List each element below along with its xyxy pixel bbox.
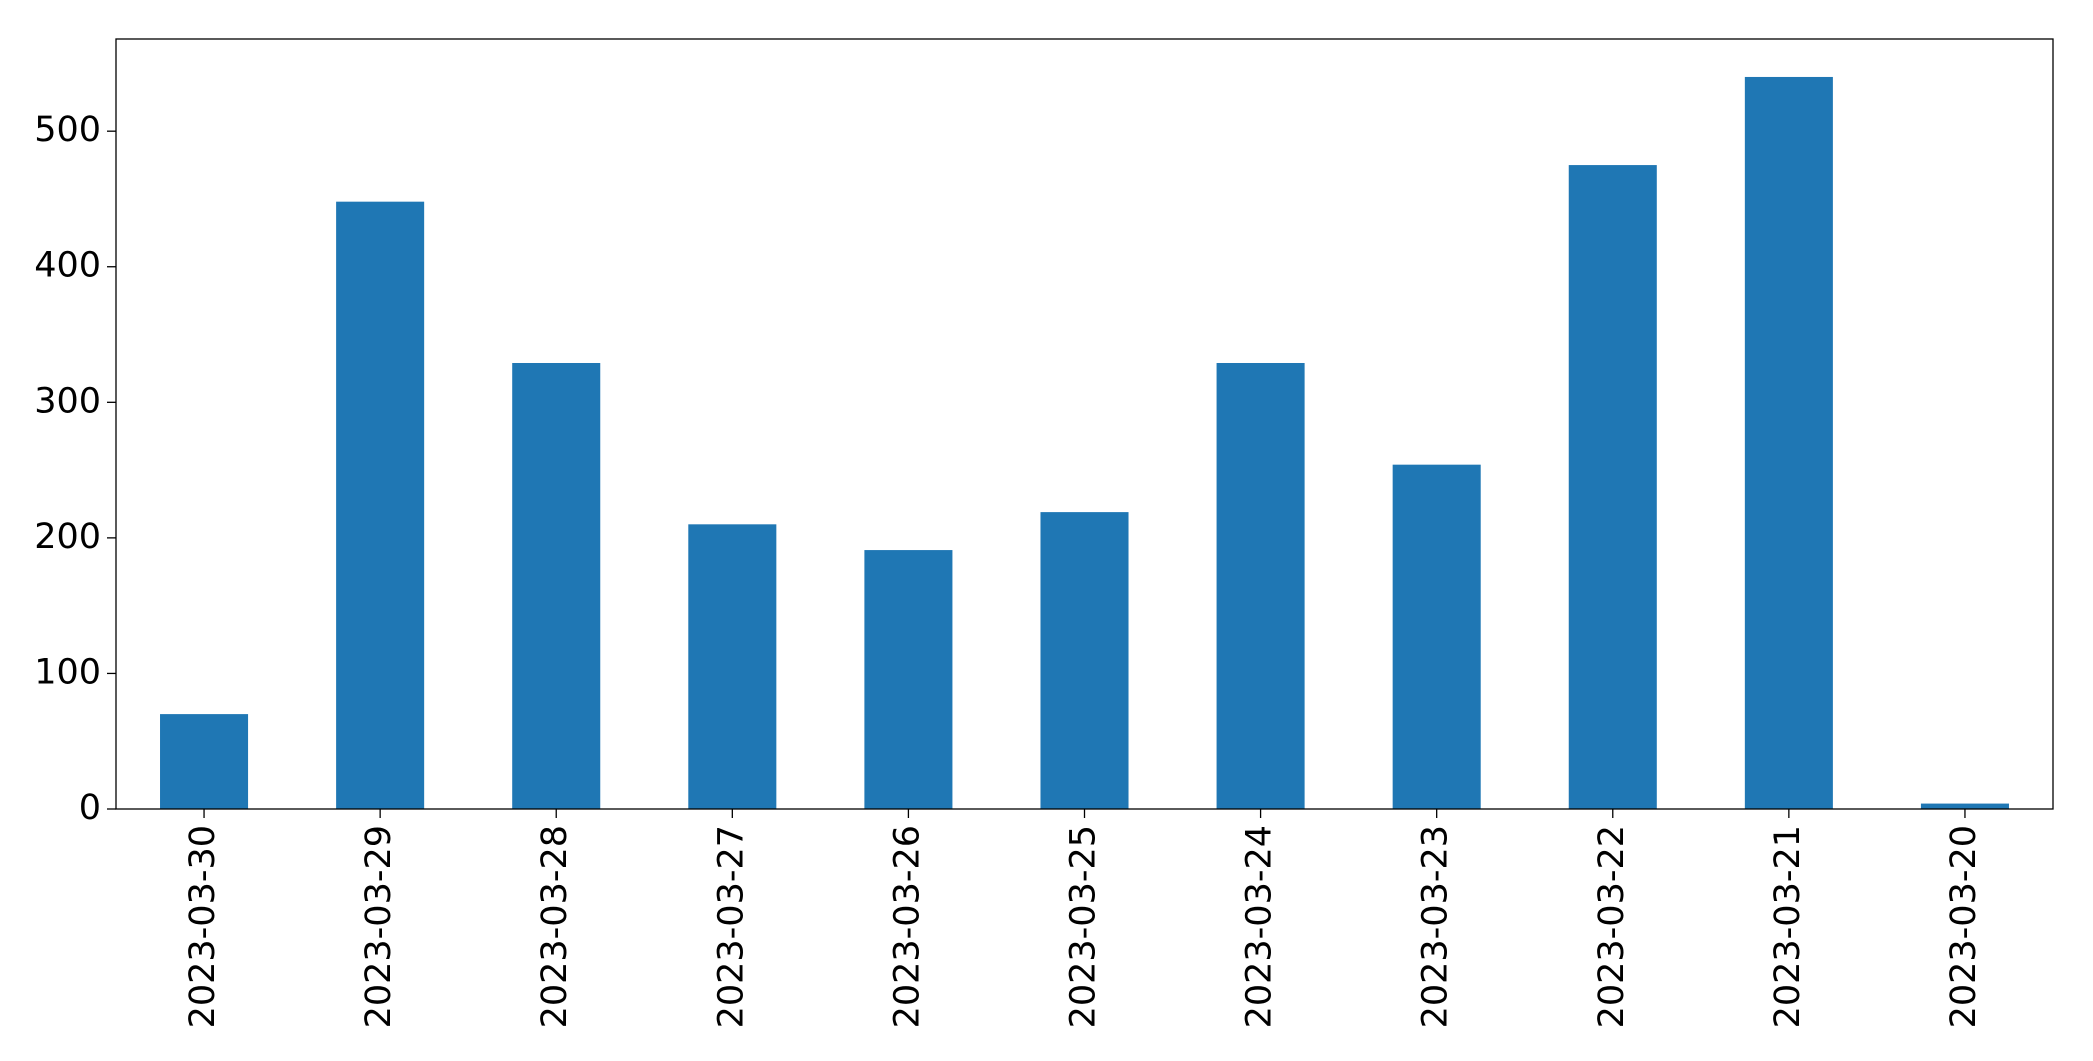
bar (1216, 362, 1305, 809)
bar (336, 201, 425, 810)
x-tick-label: 2023-03-26 (887, 825, 927, 1028)
y-tick-label: 100 (34, 652, 101, 692)
bar (1744, 76, 1833, 809)
x-tick-label: 2023-03-23 (1416, 825, 1456, 1028)
bar (160, 714, 249, 809)
x-tick-label: 2023-03-21 (1768, 825, 1808, 1028)
x-tick-label: 2023-03-22 (1592, 825, 1632, 1028)
bar (512, 362, 601, 809)
plot-frame (115, 38, 2054, 810)
bar (1920, 803, 2009, 809)
bar (1392, 464, 1481, 809)
x-tick-label: 2023-03-28 (535, 825, 575, 1028)
y-tick-label: 500 (34, 110, 101, 150)
bar (1040, 512, 1129, 809)
x-tick-label: 2023-03-24 (1240, 825, 1280, 1028)
x-tick-label: 2023-03-27 (711, 825, 751, 1028)
bar (864, 550, 953, 809)
bar (688, 524, 777, 809)
y-tick-label: 200 (34, 517, 101, 557)
y-tick-label: 400 (34, 246, 101, 286)
x-tick-label: 2023-03-25 (1064, 825, 1104, 1028)
x-tick-label: 2023-03-30 (183, 825, 223, 1028)
y-tick-label: 0 (79, 788, 101, 828)
x-tick-label: 2023-03-20 (1944, 825, 1984, 1028)
x-tick-label: 2023-03-29 (359, 825, 399, 1028)
bar (1568, 165, 1657, 809)
y-tick-label: 300 (34, 381, 101, 421)
